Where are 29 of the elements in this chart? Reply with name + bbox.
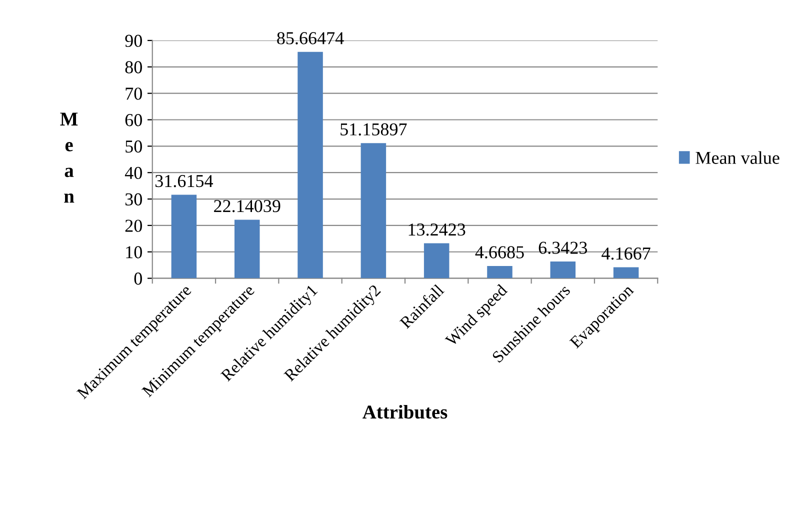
bar bbox=[360, 143, 386, 278]
legend-label: Mean value bbox=[696, 151, 780, 164]
y-tick-label: 10 bbox=[126, 246, 142, 258]
y-tick-label: 80 bbox=[125, 61, 142, 74]
bar bbox=[298, 52, 323, 278]
y-tick-label: 20 bbox=[125, 220, 142, 232]
y-tick-label: 90 bbox=[125, 34, 142, 47]
y-tick-label: 50 bbox=[126, 140, 142, 153]
y-tick-label: 70 bbox=[126, 88, 142, 100]
bar bbox=[613, 267, 639, 278]
data-label: 31.6154 bbox=[155, 174, 214, 188]
data-label: 22.14039 bbox=[214, 200, 280, 212]
bar bbox=[234, 220, 260, 278]
y-tick-label: 40 bbox=[124, 166, 142, 180]
bar bbox=[424, 243, 450, 278]
data-label: 4.1667 bbox=[602, 248, 650, 260]
data-label: 6.3423 bbox=[538, 242, 588, 254]
data-label: 51.15897 bbox=[340, 123, 407, 136]
y-tick-label: 30 bbox=[125, 193, 142, 206]
x-axis-title: Attributes bbox=[362, 404, 448, 419]
y-axis-title: Mean bbox=[60, 112, 78, 203]
bar bbox=[550, 262, 576, 278]
data-label: 4.6685 bbox=[475, 246, 524, 258]
bar bbox=[487, 266, 512, 278]
data-label: 13.2423 bbox=[408, 224, 466, 236]
y-tick-label: 0 bbox=[134, 272, 142, 285]
data-label: 85.66474 bbox=[277, 32, 344, 44]
y-tick-label: 60 bbox=[125, 114, 142, 126]
bar bbox=[171, 194, 197, 278]
